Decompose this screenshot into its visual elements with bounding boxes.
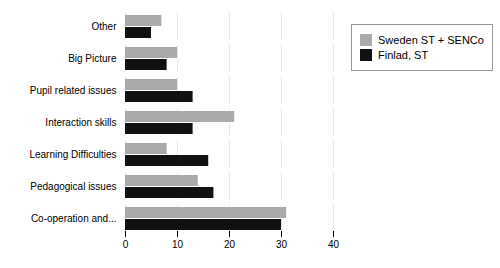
svg-text:Big Picture: Big Picture [68,53,117,64]
svg-text:Co-operation and...: Co-operation and... [31,213,117,224]
svg-text:40: 40 [328,239,340,250]
html-text:Sweden ST + SENCo: Sweden ST + SENCo [378,34,484,46]
svg-text:10: 10 [172,239,184,250]
svg-text:0: 0 [123,239,129,250]
svg-text:Interaction skills: Interaction skills [45,117,116,128]
svg-text:30: 30 [276,239,288,250]
svg-text:Learning Difficulties: Learning Difficulties [29,149,116,160]
html-text:Finlad, ST: Finlad, ST [378,49,429,61]
svg-text:Pupil related issues: Pupil related issues [30,85,117,96]
svg-text:Other: Other [91,21,117,32]
svg-text:20: 20 [224,239,236,250]
svg-text:Pedagogical issues: Pedagogical issues [30,181,116,192]
